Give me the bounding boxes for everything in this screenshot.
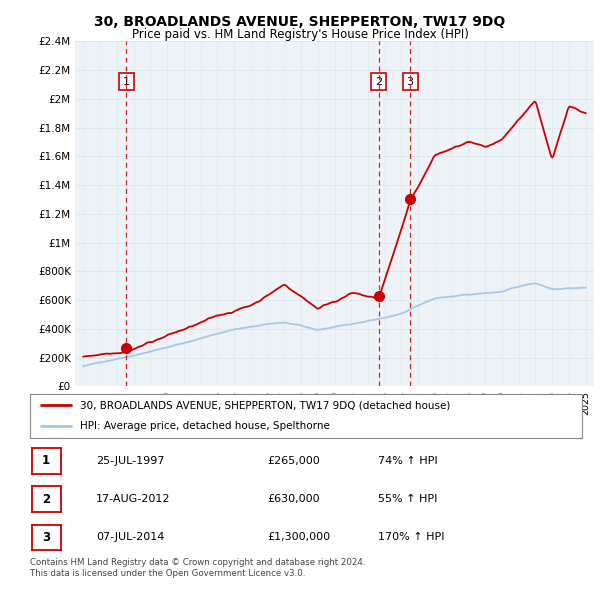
Text: £1,300,000: £1,300,000 [268,533,331,542]
Text: 1: 1 [123,77,130,87]
Text: 3: 3 [42,531,50,544]
Text: 30, BROADLANDS AVENUE, SHEPPERTON, TW17 9DQ: 30, BROADLANDS AVENUE, SHEPPERTON, TW17 … [94,15,506,29]
Text: 2: 2 [42,493,50,506]
Text: 17-AUG-2012: 17-AUG-2012 [96,494,171,504]
Text: Price paid vs. HM Land Registry's House Price Index (HPI): Price paid vs. HM Land Registry's House … [131,28,469,41]
Text: 30, BROADLANDS AVENUE, SHEPPERTON, TW17 9DQ (detached house): 30, BROADLANDS AVENUE, SHEPPERTON, TW17 … [80,401,450,411]
Text: 2: 2 [375,77,382,87]
Text: 25-JUL-1997: 25-JUL-1997 [96,456,165,466]
Text: 3: 3 [407,77,413,87]
Text: HPI: Average price, detached house, Spelthorne: HPI: Average price, detached house, Spel… [80,421,329,431]
Text: 07-JUL-2014: 07-JUL-2014 [96,533,164,542]
Text: £630,000: £630,000 [268,494,320,504]
Text: 170% ↑ HPI: 170% ↑ HPI [378,533,444,542]
Text: Contains HM Land Registry data © Crown copyright and database right 2024.
This d: Contains HM Land Registry data © Crown c… [30,558,365,578]
Text: 1: 1 [42,454,50,467]
Text: 74% ↑ HPI: 74% ↑ HPI [378,456,437,466]
Text: £265,000: £265,000 [268,456,320,466]
Text: 55% ↑ HPI: 55% ↑ HPI [378,494,437,504]
